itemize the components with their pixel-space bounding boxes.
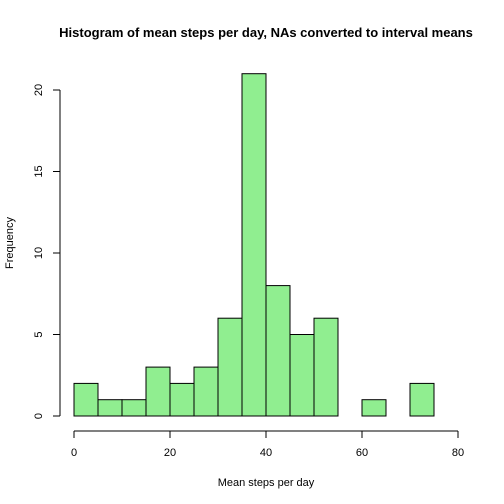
histogram-bar [265, 285, 291, 417]
y-axis-label: Frequency [4, 217, 16, 269]
y-tick-label: 10 [33, 247, 45, 259]
x-axis: 0 20 40 60 80 [71, 430, 464, 459]
x-tick-label: 0 [71, 447, 77, 459]
histogram-bar [145, 366, 171, 417]
chart-title: Histogram of mean steps per day, NAs con… [59, 25, 473, 40]
x-tick-label: 40 [260, 447, 272, 459]
histogram-bar [241, 73, 267, 417]
x-tick-label: 60 [356, 447, 368, 459]
histogram-bar [409, 382, 435, 417]
histogram-bar [73, 382, 99, 417]
bars-group [73, 73, 435, 417]
histogram-bar [169, 382, 195, 417]
histogram-bar [217, 317, 243, 417]
histogram-bar [121, 399, 147, 417]
y-tick-label: 20 [33, 84, 45, 96]
y-tick-label: 15 [33, 165, 45, 177]
histogram-bar [289, 334, 315, 417]
x-tick-label: 80 [452, 447, 464, 459]
histogram-bar [361, 399, 387, 417]
x-tick-label: 20 [164, 447, 176, 459]
histogram-bar [313, 317, 339, 417]
histogram-bar [193, 366, 219, 417]
x-axis-label: Mean steps per day [218, 477, 315, 489]
y-tick-label: 5 [33, 331, 45, 337]
histogram-bar [97, 399, 123, 417]
y-tick-label: 0 [33, 413, 45, 419]
y-axis: 0 5 10 15 20 [33, 84, 61, 419]
